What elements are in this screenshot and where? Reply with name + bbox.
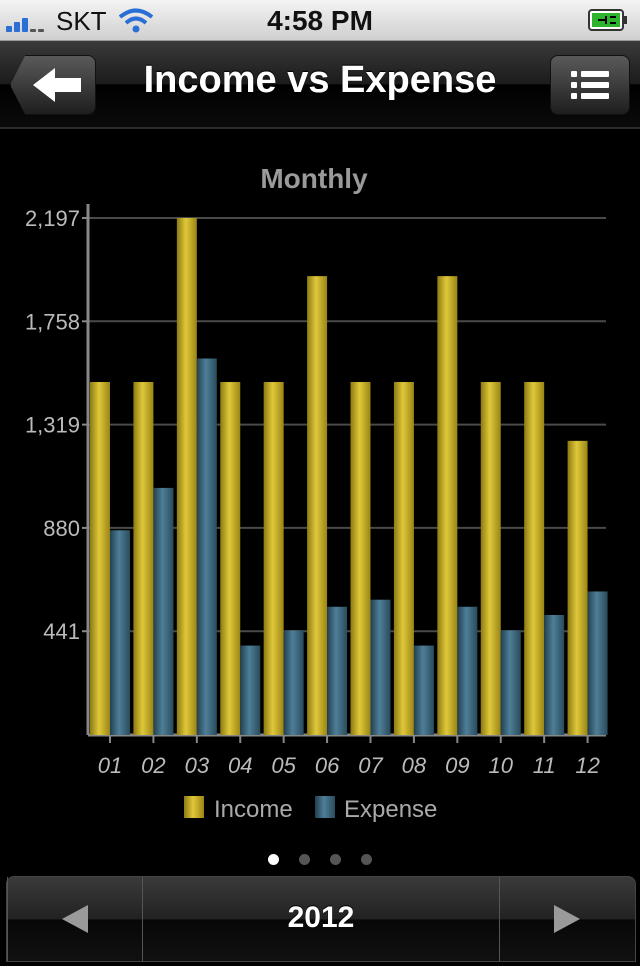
- legend-income-label: Income: [214, 796, 293, 823]
- year-segment[interactable]: 2012: [142, 877, 500, 961]
- bar-income: [393, 382, 414, 735]
- bar-expense: [153, 487, 174, 735]
- y-tick-label: 1,319: [25, 413, 80, 438]
- bar-expense: [500, 630, 521, 735]
- bar-expense: [457, 606, 478, 735]
- arrow-left-icon: [33, 68, 81, 102]
- carrier-label: SKT: [56, 6, 107, 36]
- bar-income: [480, 382, 501, 735]
- x-tick-label: 11: [533, 753, 556, 778]
- page-indicator[interactable]: [0, 852, 640, 868]
- previous-year-button[interactable]: [7, 877, 143, 961]
- bar-expense: [413, 645, 434, 735]
- y-axis-ticks: 441 880 1,319 1,758 2,197: [25, 206, 80, 644]
- y-tick-label: 1,758: [25, 309, 80, 334]
- y-tick-label: 2,197: [25, 206, 80, 231]
- chart-legend: Income Expense: [184, 796, 437, 823]
- list-icon: [571, 71, 609, 99]
- x-tick-label: 03: [185, 753, 210, 778]
- page-dot[interactable]: [268, 854, 279, 865]
- x-tick-label: 07: [358, 753, 383, 778]
- x-tick-label: 02: [141, 753, 165, 778]
- y-tick-label: 441: [43, 619, 80, 644]
- page-dot[interactable]: [299, 854, 310, 865]
- bar-expense: [283, 630, 304, 735]
- bar-income: [307, 276, 328, 735]
- chart-title: Monthly: [260, 163, 368, 194]
- bar-expense: [544, 614, 565, 735]
- bar-income: [90, 382, 110, 735]
- x-tick-label: 08: [402, 753, 427, 778]
- legend-expense-label: Expense: [344, 796, 437, 823]
- bar-expense: [196, 358, 217, 735]
- bar-income: [567, 440, 588, 735]
- x-tick-label: 12: [575, 753, 599, 778]
- triangle-left-icon: [62, 905, 88, 933]
- year-toolbar: 2012: [6, 876, 636, 962]
- triangle-right-icon: [554, 905, 580, 933]
- bar-income: [350, 382, 371, 735]
- bar-income: [437, 276, 458, 735]
- menu-button[interactable]: [550, 55, 630, 115]
- bar-income: [176, 218, 197, 735]
- wifi-icon: [118, 8, 154, 33]
- status-bar: SKT 4:58 PM: [0, 0, 640, 41]
- bar-expense: [327, 606, 348, 735]
- x-tick-label: 01: [98, 753, 122, 778]
- x-tick-label: 09: [445, 753, 469, 778]
- page-dot[interactable]: [361, 854, 372, 865]
- bar-income: [220, 382, 241, 735]
- y-tick-label: 880: [43, 516, 80, 541]
- bar-expense: [110, 530, 130, 735]
- bar-expense: [370, 599, 391, 735]
- bar-income: [263, 382, 284, 735]
- clock-label: 4:58 PM: [267, 5, 373, 36]
- x-tick-label: 10: [489, 753, 514, 778]
- signal-icon: [6, 12, 50, 32]
- legend-income-swatch: [184, 796, 204, 818]
- page-dot[interactable]: [330, 854, 341, 865]
- income-expense-chart: Monthly 441 880 1,319 1,758 2,197 01 02 03 04 05…: [25, 163, 608, 823]
- x-tick-label: 06: [315, 753, 340, 778]
- battery-icon: [588, 9, 627, 31]
- bar-expense: [587, 591, 608, 735]
- bar-income: [133, 382, 154, 735]
- bar-expense: [240, 645, 261, 735]
- legend-expense-swatch: [315, 796, 335, 818]
- x-tick-label: 04: [228, 753, 252, 778]
- back-button[interactable]: [10, 55, 96, 115]
- chart-bars: [90, 218, 608, 735]
- navigation-bar: Income vs Expense: [0, 41, 640, 129]
- bar-income: [524, 382, 545, 735]
- page-title: Income vs Expense: [143, 59, 497, 101]
- x-tick-label: 05: [271, 753, 296, 778]
- year-label: 2012: [287, 901, 355, 934]
- x-axis-ticks: 01 02 03 04 05 06 07 08 09 10 11 12: [98, 735, 600, 778]
- next-year-button[interactable]: [499, 877, 635, 961]
